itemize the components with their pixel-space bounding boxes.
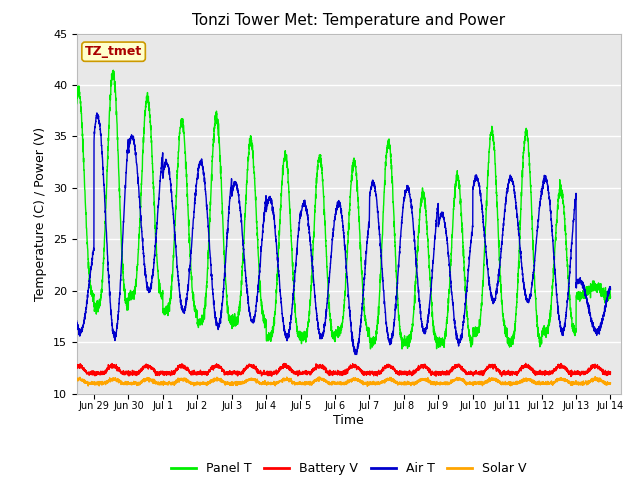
- Air T: [93, 110, 100, 116]
- Solar V: [591, 374, 599, 380]
- Solar V: [527, 376, 535, 382]
- Solar V: [356, 377, 364, 383]
- Air T: [528, 285, 536, 290]
- Battery V: [385, 362, 393, 368]
- Air T: [513, 215, 521, 221]
- Air T: [607, 287, 614, 292]
- Battery V: [522, 360, 529, 366]
- Battery V: [607, 370, 614, 375]
- Panel T: [528, 205, 536, 211]
- Text: TZ_tmet: TZ_tmet: [85, 45, 142, 58]
- Title: Tonzi Tower Met: Temperature and Power: Tonzi Tower Met: Temperature and Power: [192, 13, 506, 28]
- Panel T: [356, 227, 364, 232]
- Battery V: [513, 369, 521, 375]
- Panel T: [486, 132, 494, 137]
- Air T: [356, 332, 364, 337]
- Line: Solar V: Solar V: [60, 377, 611, 386]
- Solar V: [385, 377, 393, 383]
- Battery V: [170, 369, 178, 374]
- Solar V: [170, 381, 178, 386]
- Solar V: [486, 379, 494, 384]
- Line: Air T: Air T: [60, 113, 611, 355]
- Panel T: [56, 288, 63, 294]
- Air T: [486, 287, 494, 292]
- Solar V: [513, 381, 521, 387]
- Panel T: [398, 346, 406, 352]
- Solar V: [364, 384, 371, 389]
- Legend: Panel T, Battery V, Air T, Solar V: Panel T, Battery V, Air T, Solar V: [166, 457, 531, 480]
- Y-axis label: Temperature (C) / Power (V): Temperature (C) / Power (V): [35, 127, 47, 300]
- Air T: [385, 338, 393, 344]
- Solar V: [56, 380, 63, 386]
- Battery V: [356, 367, 364, 372]
- Line: Battery V: Battery V: [60, 363, 611, 376]
- Battery V: [56, 370, 63, 375]
- Solar V: [607, 380, 614, 386]
- Battery V: [567, 373, 575, 379]
- Panel T: [385, 136, 393, 142]
- Battery V: [486, 365, 494, 371]
- Air T: [351, 352, 359, 358]
- Panel T: [607, 294, 614, 300]
- X-axis label: Time: Time: [333, 414, 364, 427]
- Battery V: [527, 366, 535, 372]
- Panel T: [109, 67, 117, 73]
- Air T: [56, 247, 63, 253]
- Air T: [170, 218, 178, 224]
- Panel T: [513, 294, 521, 300]
- Line: Panel T: Panel T: [60, 70, 611, 349]
- Panel T: [170, 245, 178, 251]
